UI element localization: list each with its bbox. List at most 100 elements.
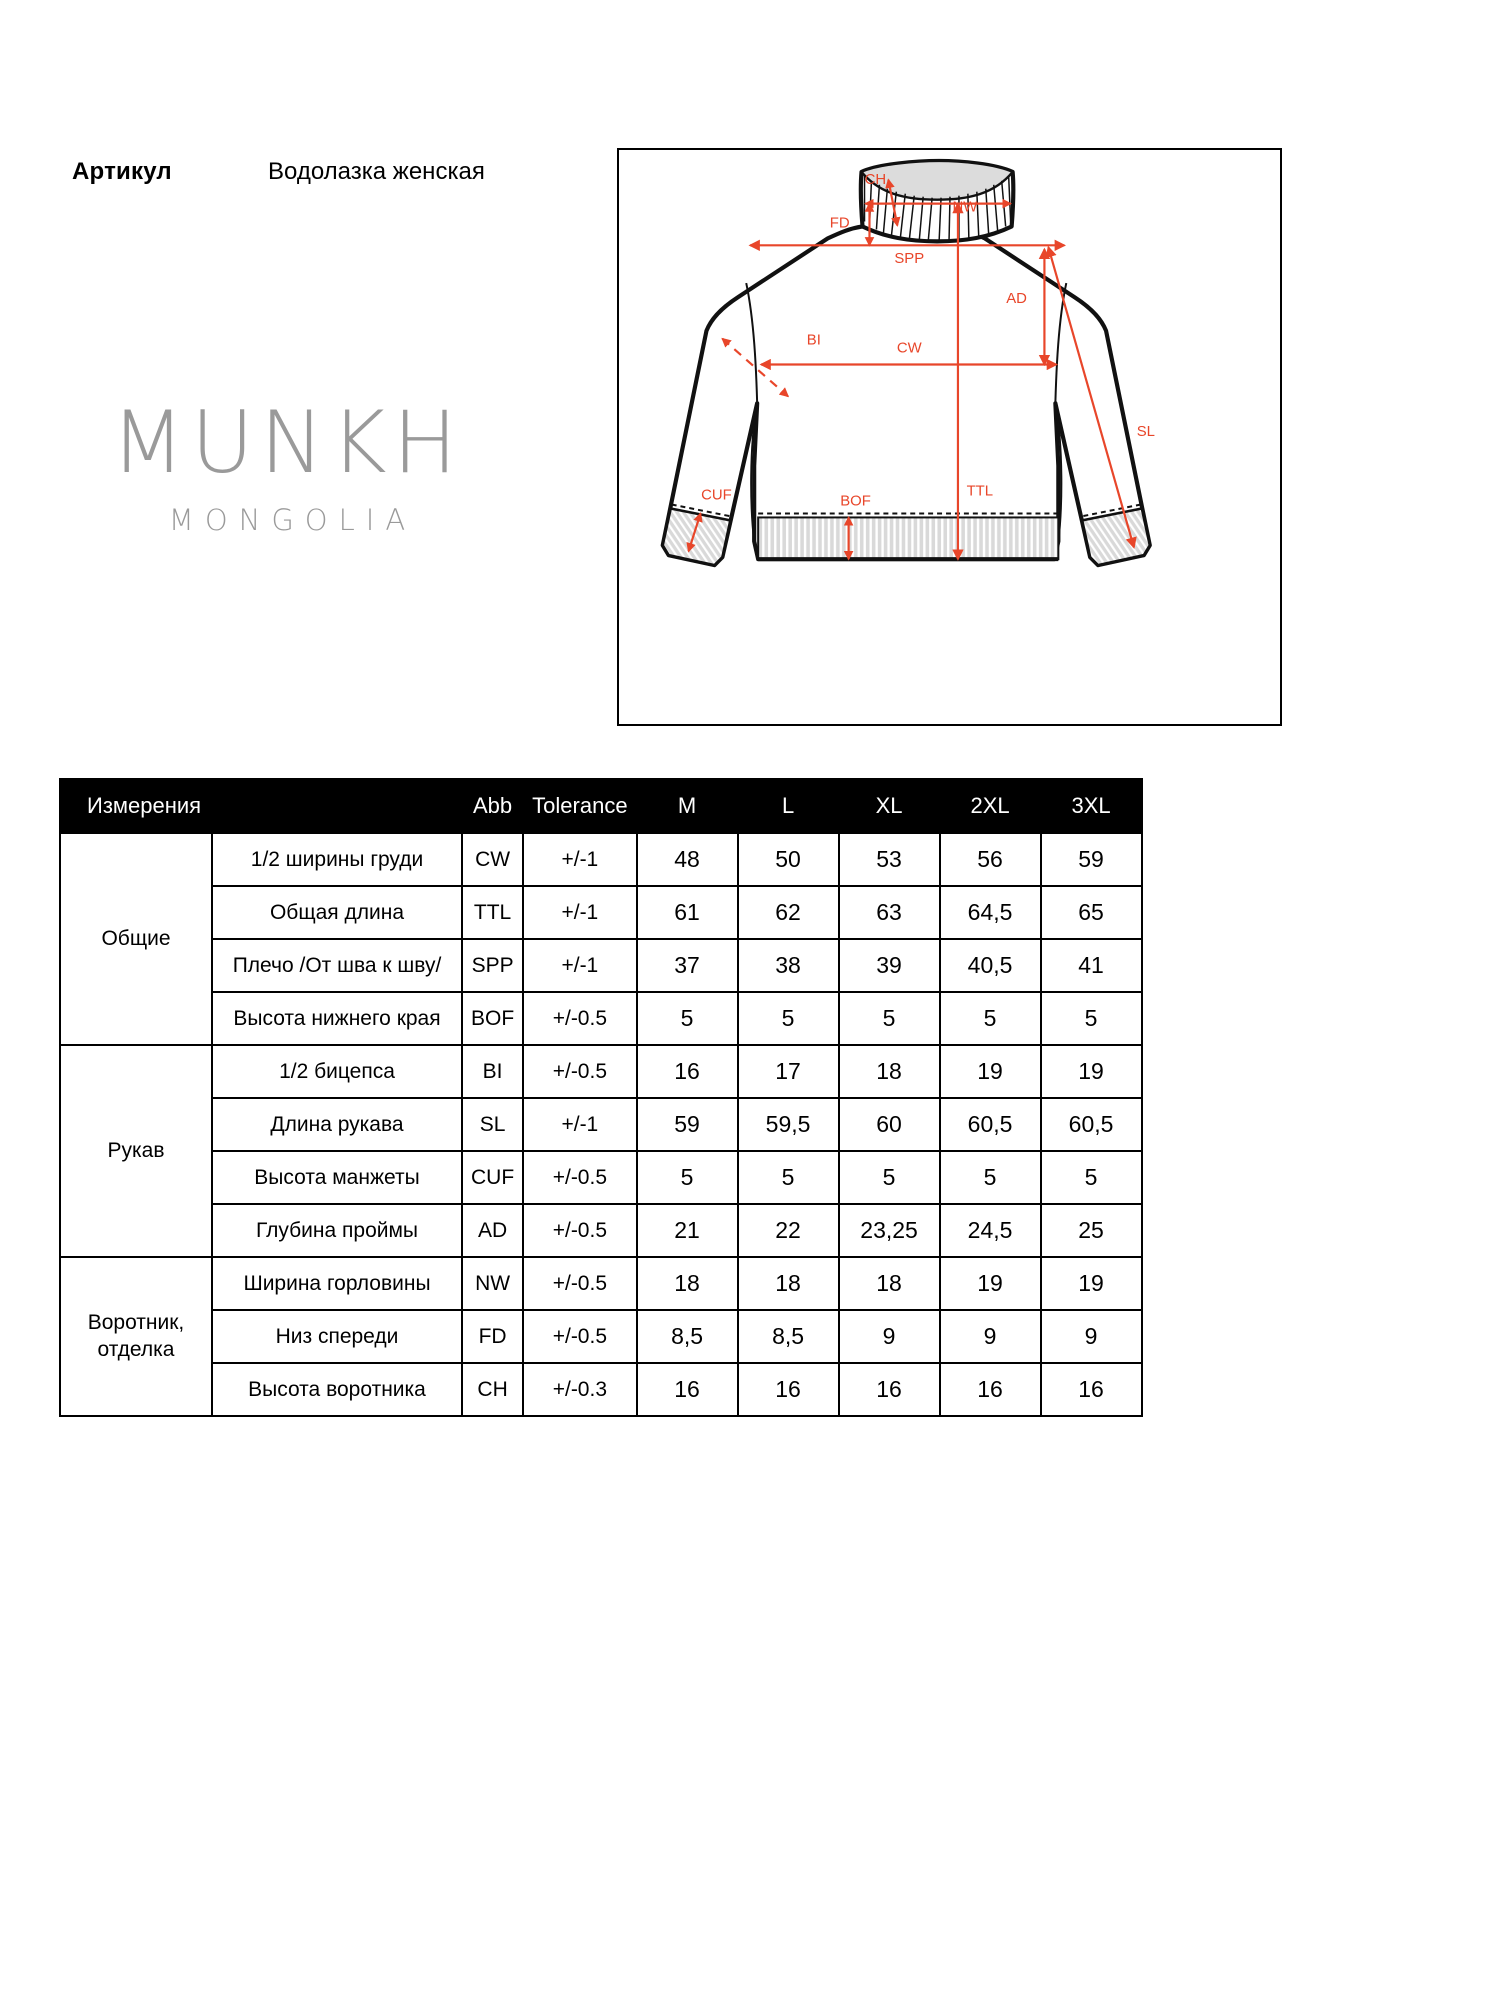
- table-row: Общая длина TTL +/-1 61 62 63 64,5 65: [60, 885, 1143, 940]
- row-abb: SL: [460, 1097, 525, 1152]
- label-bof-text: BOF: [840, 494, 871, 510]
- article-value: Водолазка женская: [268, 158, 485, 185]
- header-measurements: Измерения: [59, 778, 463, 834]
- row-name: Плечо /От шва к шву/: [211, 938, 463, 993]
- article-label: Артикул: [72, 158, 172, 185]
- label-ch-text: CH: [865, 172, 887, 188]
- row-tolerance: +/-1: [522, 1097, 638, 1152]
- row-value-m: 37: [635, 938, 739, 993]
- row-value-2xl: 19: [938, 1044, 1042, 1099]
- label-spp-text: SPP: [894, 251, 924, 267]
- row-tolerance: +/-1: [522, 938, 638, 993]
- row-value-xl: 53: [837, 832, 941, 887]
- row-tolerance: +/-0.5: [522, 1203, 638, 1258]
- row-abb: TTL: [460, 885, 525, 940]
- row-name: 1/2 ширины груди: [211, 832, 463, 887]
- group-label-obshie: Общие: [59, 832, 213, 1046]
- row-value-2xl: 9: [938, 1309, 1042, 1364]
- row-tolerance: +/-0.5: [522, 1309, 638, 1364]
- row-value-3xl: 65: [1039, 885, 1143, 940]
- row-abb: BOF: [460, 991, 525, 1046]
- row-abb: FD: [460, 1309, 525, 1364]
- row-value-xl: 5: [837, 1150, 941, 1205]
- label-cw-text: CW: [897, 341, 922, 357]
- row-value-xl: 5: [837, 991, 941, 1046]
- row-name: Общая длина: [211, 885, 463, 940]
- technical-drawing-frame: CH NW FD SPP BI CW AD SL CUF BOF TTL: [617, 148, 1282, 726]
- row-tolerance: +/-0.5: [522, 1256, 638, 1311]
- row-value-xl: 18: [837, 1256, 941, 1311]
- row-tolerance: +/-1: [522, 885, 638, 940]
- row-value-3xl: 25: [1039, 1203, 1143, 1258]
- label-cuf-text: CUF: [701, 488, 732, 504]
- table-row: Общие 1/2 ширины груди CW +/-1 48 50 53 …: [59, 832, 1143, 1046]
- header-size-3xl: 3XL: [1039, 778, 1143, 834]
- row-value-m: 48: [635, 832, 739, 887]
- header-size-xl: XL: [837, 778, 941, 834]
- row-value-l: 38: [736, 938, 840, 993]
- row-value-m: 5: [635, 1150, 739, 1205]
- row-value-3xl: 41: [1039, 938, 1143, 993]
- row-value-2xl: 24,5: [938, 1203, 1042, 1258]
- row-value-l: 17: [736, 1044, 840, 1099]
- row-value-2xl: 19: [938, 1256, 1042, 1311]
- table-row: Плечо /От шва к шву/ SPP +/-1 37 38 39 4…: [60, 938, 1143, 993]
- row-name: Длина рукава: [211, 1097, 463, 1152]
- table-row: Высота манжеты CUF +/-0.5 5 5 5 5 5: [60, 1150, 1143, 1205]
- label-nw-text: NW: [952, 200, 977, 216]
- row-value-xl: 60: [837, 1097, 941, 1152]
- row-value-m: 16: [635, 1044, 739, 1099]
- row-value-2xl: 5: [938, 991, 1042, 1046]
- row-abb: BI: [460, 1044, 525, 1099]
- row-value-l: 50: [736, 832, 840, 887]
- row-value-l: 22: [736, 1203, 840, 1258]
- row-value-3xl: 59: [1039, 832, 1143, 887]
- row-name: Высота воротника: [211, 1362, 463, 1417]
- row-tolerance: +/-0.5: [522, 991, 638, 1046]
- label-sl-text: SL: [1137, 424, 1155, 440]
- row-value-2xl: 56: [938, 832, 1042, 887]
- row-tolerance: +/-0.5: [522, 1044, 638, 1099]
- measurement-annotations: [686, 178, 1137, 561]
- row-value-m: 16: [635, 1362, 739, 1417]
- table-row: Высота нижнего края BOF +/-0.5 5 5 5 5 5: [60, 991, 1143, 1046]
- row-abb: NW: [460, 1256, 525, 1311]
- row-value-l: 8,5: [736, 1309, 840, 1364]
- row-value-m: 18: [635, 1256, 739, 1311]
- label-ttl-text: TTL: [967, 484, 993, 500]
- table-row: Высота воротника CH +/-0.3 16 16 16 16 1…: [60, 1362, 1143, 1417]
- row-value-2xl: 40,5: [938, 938, 1042, 993]
- row-name: Высота нижнего края: [211, 991, 463, 1046]
- measurement-spec-table: Измерения Abb Tolerance M L XL 2XL 3XL О…: [59, 778, 1143, 1417]
- row-value-xl: 16: [837, 1362, 941, 1417]
- row-name: Низ спереди: [211, 1309, 463, 1364]
- table-row: Рукав 1/2 бицепса BI +/-0.5 16 17 18 19 …: [59, 1044, 1143, 1258]
- row-value-m: 8,5: [635, 1309, 739, 1364]
- row-value-l: 5: [736, 991, 840, 1046]
- label-ad-text: AD: [1006, 291, 1027, 307]
- document-header: Артикул Водолазка женская: [72, 158, 632, 198]
- row-value-3xl: 9: [1039, 1309, 1143, 1364]
- row-abb: CUF: [460, 1150, 525, 1205]
- row-value-2xl: 5: [938, 1150, 1042, 1205]
- row-name: Глубина проймы: [211, 1203, 463, 1258]
- header-size-l: L: [736, 778, 840, 834]
- measurement-label-group: CH NW FD SPP BI CW AD SL CUF BOF TTL: [701, 172, 1155, 510]
- table-row: Длина рукава SL +/-1 59 59,5 60 60,5 60,…: [60, 1097, 1143, 1152]
- header-abb: Abb: [460, 778, 525, 834]
- label-bi-text: BI: [807, 333, 821, 349]
- ribbed-hem: [757, 512, 1060, 562]
- row-value-3xl: 19: [1039, 1044, 1143, 1099]
- row-name: Высота манжеты: [211, 1150, 463, 1205]
- row-value-2xl: 16: [938, 1362, 1042, 1417]
- row-value-l: 59,5: [736, 1097, 840, 1152]
- header-size-m: M: [635, 778, 739, 834]
- row-abb: SPP: [460, 938, 525, 993]
- garment-outline: [660, 158, 1152, 568]
- row-value-m: 59: [635, 1097, 739, 1152]
- row-value-xl: 39: [837, 938, 941, 993]
- row-tolerance: +/-0.3: [522, 1362, 638, 1417]
- row-tolerance: +/-0.5: [522, 1150, 638, 1205]
- row-value-l: 5: [736, 1150, 840, 1205]
- row-value-3xl: 19: [1039, 1256, 1143, 1311]
